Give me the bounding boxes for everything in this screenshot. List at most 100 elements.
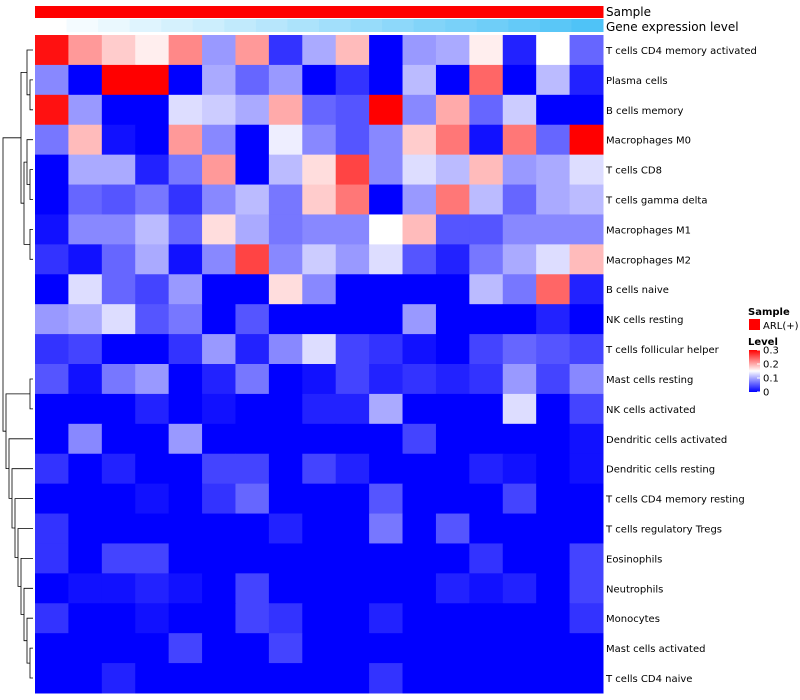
heatmap-cell xyxy=(168,304,203,335)
sample-annotation-cell xyxy=(129,6,162,18)
heatmap-cell xyxy=(35,64,69,96)
row-label: NK cells resting xyxy=(606,315,683,326)
annotation-label-expression: Gene expression level xyxy=(606,20,739,34)
heatmap-cell xyxy=(569,603,604,634)
heatmap-cell xyxy=(101,633,136,664)
heatmap-cell xyxy=(202,453,236,485)
heatmap-cell xyxy=(235,334,270,365)
heatmap-cell xyxy=(202,364,236,395)
heatmap-cell xyxy=(402,334,437,365)
heatmap-cell xyxy=(101,543,136,574)
heatmap-cell xyxy=(135,304,170,335)
sample-annotation-cell xyxy=(508,6,541,18)
heatmap-cell xyxy=(35,304,69,335)
heatmap-cell xyxy=(335,304,370,335)
heatmap-cell xyxy=(235,633,270,664)
row-labels: T cells CD4 memory activated Plasma cells… xyxy=(605,46,757,685)
sample-annotation-cell xyxy=(539,6,572,18)
heatmap-cell xyxy=(502,393,537,425)
heatmap-cell xyxy=(168,184,203,215)
heatmap-cell xyxy=(435,35,470,66)
heatmap-cell xyxy=(369,663,404,694)
heatmap-cell xyxy=(135,154,170,186)
heatmap-cell xyxy=(302,453,337,485)
heatmap-cell xyxy=(435,334,470,365)
heatmap-cell xyxy=(168,244,203,275)
heatmap-cell xyxy=(35,603,69,634)
heatmap-cell xyxy=(135,603,170,634)
heatmap-cell xyxy=(369,244,404,275)
heatmap-cell xyxy=(202,483,236,515)
heatmap-cell xyxy=(369,184,404,215)
heatmap-cell xyxy=(302,633,337,664)
heatmap-cell xyxy=(369,64,404,96)
heatmap-cell xyxy=(502,543,537,574)
heatmap-cell xyxy=(235,64,270,96)
heatmap-cell xyxy=(369,35,404,66)
expression-annotation-cell xyxy=(319,19,352,32)
heatmap-cell xyxy=(168,543,203,574)
heatmap-cell xyxy=(502,364,537,395)
heatmap-cell xyxy=(435,483,470,515)
expression-annotation-cell xyxy=(192,19,225,32)
heatmap-cell xyxy=(135,453,170,485)
expression-annotation-cell xyxy=(350,19,383,32)
heatmap-cell xyxy=(68,663,103,694)
row-label: B cells naive xyxy=(606,285,669,296)
sample-annotation-cell xyxy=(445,6,478,18)
heatmap-cell xyxy=(469,304,504,335)
heatmap-cell xyxy=(135,334,170,365)
heatmap-cell xyxy=(435,453,470,485)
heatmap-cell xyxy=(435,573,470,604)
heatmap-cell xyxy=(268,543,303,574)
heatmap-cell xyxy=(335,364,370,395)
heatmap-cell xyxy=(335,393,370,425)
dendrogram-branch xyxy=(23,587,33,642)
row-label: T cells follicular helper xyxy=(605,345,720,356)
heatmap-cell xyxy=(569,154,604,186)
heatmap-cell xyxy=(101,64,136,96)
heatmap-cell xyxy=(268,274,303,305)
expression-annotation-cell xyxy=(287,19,320,32)
heatmap-cell xyxy=(235,124,270,156)
heatmap-cell xyxy=(469,244,504,275)
heatmap-cell xyxy=(402,543,437,574)
heatmap-cell xyxy=(35,154,69,186)
row-label: Eosinophils xyxy=(606,554,662,565)
heatmap-cell xyxy=(569,573,604,604)
dendrogram-branch xyxy=(29,378,33,410)
heatmap-cell xyxy=(369,154,404,186)
heatmap-cell xyxy=(101,94,136,126)
heatmap-cell xyxy=(268,244,303,275)
heatmap-cell xyxy=(502,214,537,245)
heatmap-cell xyxy=(335,543,370,574)
heatmap-cell xyxy=(536,453,571,485)
heatmap-cell xyxy=(68,513,103,544)
heatmap-cell xyxy=(35,543,69,574)
heatmap-cell xyxy=(168,663,203,694)
heatmap-cell xyxy=(469,633,504,664)
row-label: T cells CD4 memory activated xyxy=(605,46,757,57)
heatmap-cell xyxy=(101,334,136,365)
heatmap-cell xyxy=(469,64,504,96)
heatmap-cell xyxy=(335,154,370,186)
heatmap-cell xyxy=(302,393,337,425)
heatmap-cell xyxy=(569,453,604,485)
sample-annotation-cell xyxy=(571,6,604,18)
heatmap-cell xyxy=(101,274,136,305)
heatmap-cell xyxy=(35,214,69,245)
heatmap-cell xyxy=(569,64,604,96)
heatmap-cell xyxy=(168,64,203,96)
heatmap-cell xyxy=(469,184,504,215)
heatmap-cell xyxy=(502,423,537,455)
heatmap-cell xyxy=(101,423,136,455)
heatmap-cell xyxy=(235,513,270,544)
heatmap-cells xyxy=(35,35,604,694)
heatmap-cell xyxy=(202,513,236,544)
heatmap-cell xyxy=(536,364,571,395)
heatmap-cell xyxy=(135,393,170,425)
heatmap-cell xyxy=(502,64,537,96)
heatmap-cell xyxy=(268,94,303,126)
heatmap-cell xyxy=(402,274,437,305)
heatmap-cell xyxy=(101,214,136,245)
